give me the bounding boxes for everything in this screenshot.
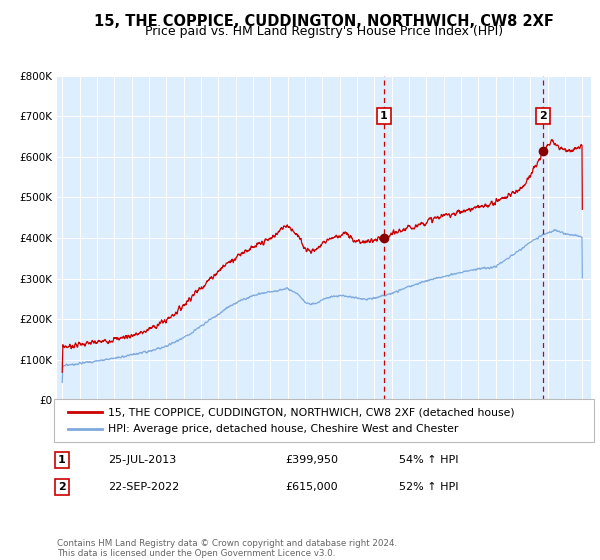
Text: 15, THE COPPICE, CUDDINGTON, NORTHWICH, CW8 2XF: 15, THE COPPICE, CUDDINGTON, NORTHWICH, … xyxy=(94,14,554,29)
Text: Contains HM Land Registry data © Crown copyright and database right 2024.
This d: Contains HM Land Registry data © Crown c… xyxy=(57,539,397,558)
Text: £399,950: £399,950 xyxy=(285,455,338,465)
Text: £615,000: £615,000 xyxy=(285,482,338,492)
Text: 15, THE COPPICE, CUDDINGTON, NORTHWICH, CW8 2XF (detached house): 15, THE COPPICE, CUDDINGTON, NORTHWICH, … xyxy=(108,407,515,417)
Text: 25-JUL-2013: 25-JUL-2013 xyxy=(108,455,176,465)
Text: HPI: Average price, detached house, Cheshire West and Chester: HPI: Average price, detached house, Ches… xyxy=(108,424,458,434)
Text: 2: 2 xyxy=(58,482,65,492)
Text: 1: 1 xyxy=(58,455,65,465)
Text: 52% ↑ HPI: 52% ↑ HPI xyxy=(399,482,458,492)
Text: 1: 1 xyxy=(380,111,388,121)
Text: 2: 2 xyxy=(539,111,547,121)
Text: 22-SEP-2022: 22-SEP-2022 xyxy=(108,482,179,492)
Text: Price paid vs. HM Land Registry's House Price Index (HPI): Price paid vs. HM Land Registry's House … xyxy=(145,25,503,38)
Text: 54% ↑ HPI: 54% ↑ HPI xyxy=(399,455,458,465)
